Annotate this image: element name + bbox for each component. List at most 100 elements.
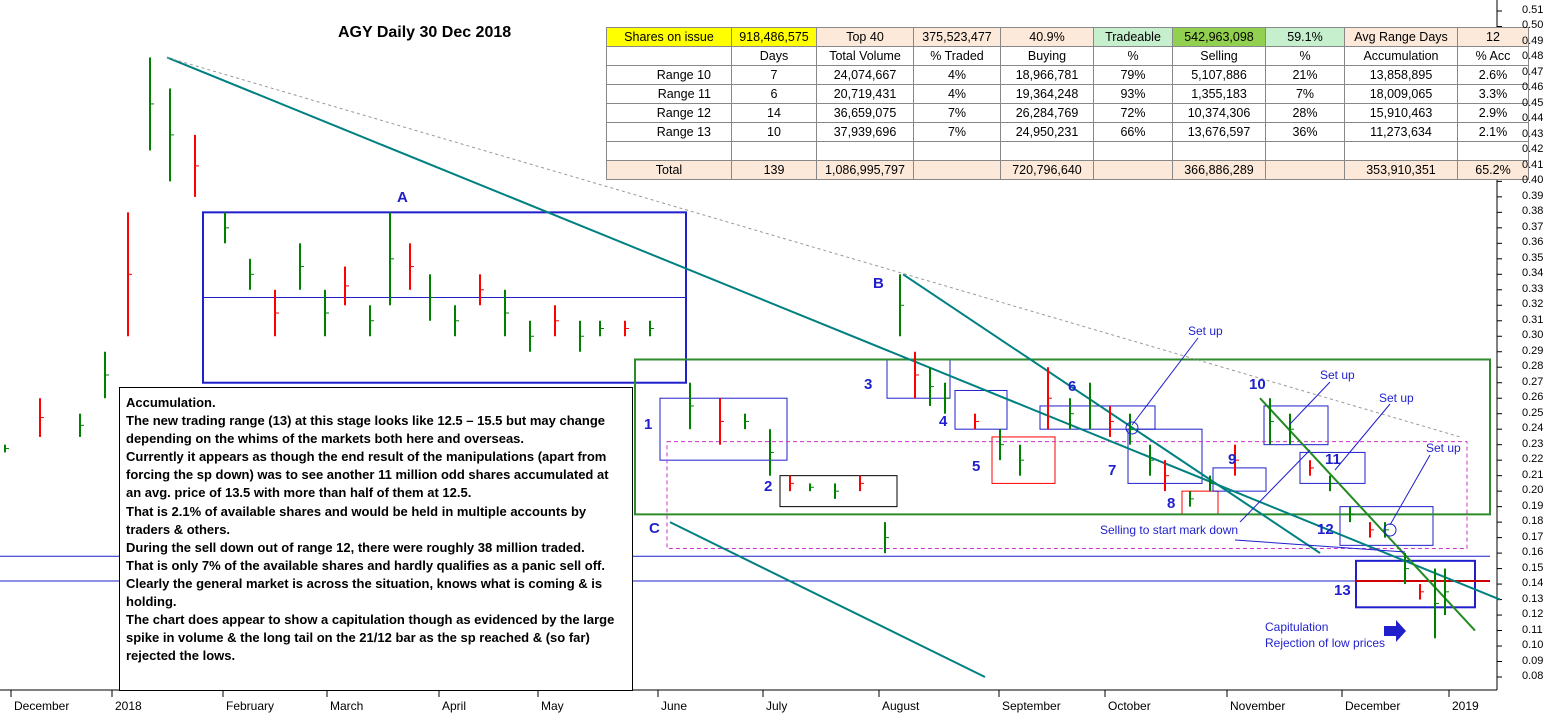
stats-cell: Days	[731, 46, 817, 66]
note-line: The chart does appear to show a capitula…	[126, 612, 615, 664]
stats-cell: 14	[731, 103, 817, 123]
annotation-setup-1: Set up	[1188, 324, 1223, 338]
y-tick-label: 0.14	[1522, 577, 1544, 590]
range-box-5	[991, 436, 1056, 484]
y-tick-label: 0.29	[1522, 344, 1544, 357]
note-line: Accumulation.	[126, 395, 216, 410]
setup4-circle	[1383, 523, 1397, 537]
y-tick-label: 0.30	[1522, 329, 1544, 342]
annotation-rejection: Rejection of low prices	[1265, 636, 1386, 650]
x-tick-label: February	[226, 699, 275, 713]
range-box-9	[1212, 467, 1267, 492]
y-tick-label: 0.15	[1522, 561, 1544, 574]
stats-cell: 10	[731, 122, 817, 142]
x-tick-label: December	[14, 699, 70, 713]
setup4-pointer	[1389, 454, 1431, 526]
stats-cell: 918,486,575	[731, 27, 817, 47]
range-label-10: 10	[1249, 376, 1266, 393]
x-tick-label: December	[1345, 699, 1401, 713]
stats-cell: 11,273,634	[1344, 122, 1458, 142]
stats-cell: 59.1%	[1265, 27, 1345, 47]
stats-cell	[913, 160, 1001, 180]
setup3-pointer	[1334, 403, 1391, 471]
y-tick-label: 0.24	[1522, 422, 1544, 435]
channel-line-B	[902, 273, 1321, 554]
selling-pointer-2	[1234, 539, 1406, 553]
stats-cell: 7%	[1265, 84, 1345, 104]
y-tick-label: 0.17	[1522, 530, 1544, 543]
y-tick-label: 0.41	[1522, 158, 1544, 171]
stats-cell	[913, 141, 1001, 161]
y-tick-label: 0.44	[1522, 112, 1544, 125]
y-tick-label: 0.18	[1522, 515, 1544, 528]
stats-cell: 19,364,248	[1000, 84, 1094, 104]
y-tick-label: 0.31	[1522, 313, 1544, 326]
setup2-pointer	[1289, 381, 1331, 425]
range-box-10	[1263, 405, 1329, 446]
stats-cell: 1,086,995,797	[816, 160, 914, 180]
stats-cell: 7%	[913, 103, 1001, 123]
x-tick-label: November	[1230, 699, 1286, 713]
y-tick-label: 0.51	[1522, 4, 1544, 16]
stats-cell: 37,939,696	[816, 122, 914, 142]
y-tick-label: 0.12	[1522, 608, 1544, 621]
stats-cell	[1265, 160, 1345, 180]
stats-cell	[1265, 141, 1345, 161]
grey-dashed-trend	[166, 56, 1461, 438]
y-tick-label: 0.08	[1522, 670, 1544, 682]
note-line: Clearly the general market is across the…	[126, 575, 603, 610]
stats-cell	[1457, 141, 1529, 161]
arrow-right-icon	[1384, 620, 1406, 642]
y-tick-label: 0.23	[1522, 437, 1544, 450]
x-tick-label: 2019	[1452, 699, 1479, 713]
stats-cell	[1172, 141, 1266, 161]
stats-cell: 24,074,667	[816, 65, 914, 85]
magenta-dashed-box	[666, 441, 1468, 549]
stats-cell: 79%	[1093, 65, 1173, 85]
stats-cell: 24,950,231	[1000, 122, 1094, 142]
range-label-9: 9	[1228, 451, 1237, 468]
note-line: During the sell down out of range 12, th…	[126, 539, 585, 555]
x-tick-label: June	[661, 699, 688, 713]
stats-cell: Range 10	[606, 65, 732, 85]
stats-cell	[606, 141, 732, 161]
stats-cell: Avg Range Days	[1344, 27, 1458, 47]
annotation-capitulation: Capitulation	[1265, 620, 1329, 634]
stats-cell: 13,676,597	[1172, 122, 1266, 142]
y-tick-label: 0.20	[1522, 484, 1544, 497]
range-box-13	[1355, 559, 1476, 609]
stats-row: Total 139 1,086,995,797 720,796,640 366,886,…	[606, 160, 1529, 180]
range-label-11: 11	[1325, 451, 1341, 468]
note-line: That is 2.1% of available shares and wou…	[126, 503, 587, 537]
stats-cell: 6	[731, 84, 817, 104]
stats-cell: 4%	[913, 84, 1001, 104]
x-tick-label: July	[766, 699, 788, 713]
note-line: The new trading range (13) at this stage…	[126, 413, 605, 447]
stats-cell: 65.2%	[1457, 160, 1529, 180]
y-tick-label: 0.45	[1522, 96, 1544, 109]
range-label-8: 8	[1167, 495, 1176, 512]
stats-cell: Buying	[1000, 46, 1094, 66]
stats-cell: 720,796,640	[1000, 160, 1094, 180]
chart-title: AGY Daily 30 Dec 2018	[338, 24, 512, 41]
range-label-2: 2	[764, 478, 773, 495]
range-label-1: 1	[644, 416, 653, 433]
stats-cell: 10,374,306	[1172, 103, 1266, 123]
setup1-circle	[1125, 421, 1139, 435]
stats-cell: %	[1093, 46, 1173, 66]
y-tick-label: 0.25	[1522, 406, 1544, 419]
x-tick-label: March	[330, 699, 364, 713]
stats-cell: Tradeable	[1093, 27, 1173, 47]
y-tick-label: 0.21	[1522, 468, 1544, 481]
y-tick-label: 0.49	[1522, 34, 1544, 47]
y-tick-label: 0.34	[1522, 267, 1544, 280]
range-box-1	[659, 397, 788, 461]
stats-cell: % Acc	[1457, 46, 1529, 66]
label-B: B	[873, 275, 884, 292]
y-tick-label: 0.28	[1522, 360, 1544, 373]
stats-cell: Range 11	[606, 84, 732, 104]
x-tick-label: September	[1002, 699, 1061, 713]
stats-cell: 3.3%	[1457, 84, 1529, 104]
stats-cell: Accumulation	[1344, 46, 1458, 66]
range-box-2	[779, 475, 898, 508]
